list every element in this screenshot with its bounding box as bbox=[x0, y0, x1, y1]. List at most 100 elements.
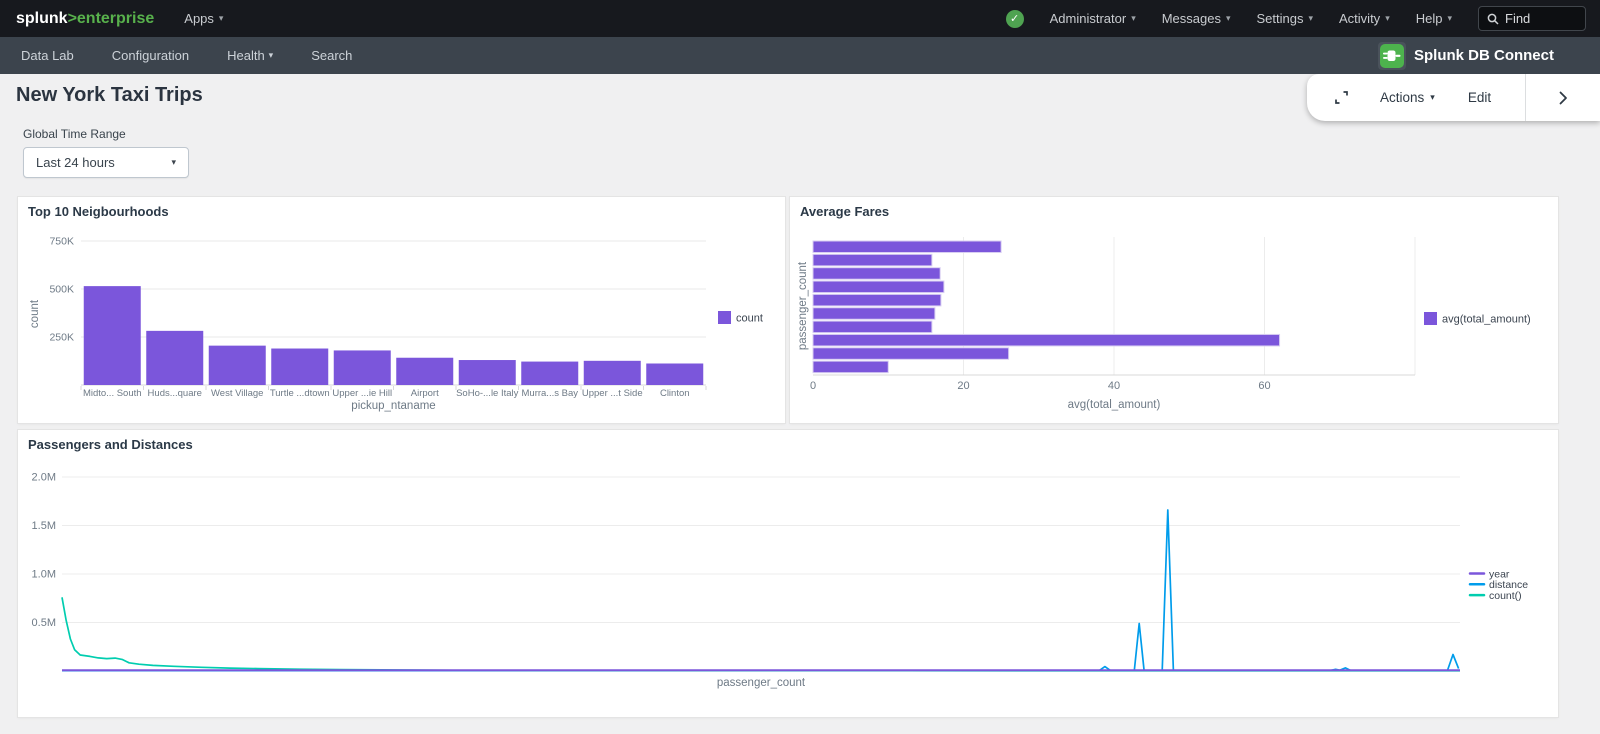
administrator-menu[interactable]: Administrator ▾ bbox=[1050, 11, 1136, 26]
topbar: splunk>enterprise Apps ▾ ✓ Administrator ▾… bbox=[0, 0, 1600, 37]
legend[interactable]: avg(total_amount) bbox=[1424, 312, 1531, 326]
bar bbox=[646, 363, 704, 385]
svg-text:0.5M: 0.5M bbox=[32, 617, 56, 629]
bar bbox=[458, 360, 516, 385]
svg-text:avg(total_amount): avg(total_amount) bbox=[1442, 314, 1531, 326]
bar bbox=[812, 347, 1010, 360]
bar bbox=[812, 333, 1281, 347]
expand-panel-button[interactable] bbox=[1526, 91, 1600, 105]
chevron-down-icon: ▾ bbox=[1225, 13, 1231, 23]
actions-button[interactable]: Actions ▾ bbox=[1380, 90, 1435, 105]
panel-top-neighbourhoods: Top 10 Neigbourhoods 250K 500K 750K Midto..… bbox=[18, 197, 785, 423]
db-connect-tile bbox=[1377, 41, 1406, 70]
bar bbox=[812, 320, 933, 334]
app-navbar: Data Lab Configuration Health ▾ Search Sp… bbox=[0, 37, 1600, 74]
bar bbox=[812, 267, 941, 280]
bar bbox=[812, 360, 889, 374]
svg-text:Upper ...ie Hill: Upper ...ie Hill bbox=[332, 388, 392, 399]
passengers-distances-line-chart[interactable]: 0.5M 1.0M 1.5M 2.0M passenger_count yeardista… bbox=[18, 430, 1558, 717]
svg-text:Huds...quare: Huds...quare bbox=[148, 388, 202, 399]
messages-menu[interactable]: Messages ▾ bbox=[1162, 11, 1231, 26]
svg-text:West Village: West Village bbox=[211, 388, 263, 399]
plug-icon bbox=[1379, 43, 1404, 68]
time-range-dropdown[interactable]: Last 24 hours ▾ bbox=[23, 147, 189, 178]
panel-title: Top 10 Neigbourhoods bbox=[28, 204, 169, 219]
time-range-value: Last 24 hours bbox=[36, 155, 115, 170]
chevron-down-icon: ▾ bbox=[268, 50, 274, 60]
apps-menu-label: Apps bbox=[184, 11, 214, 26]
nav-item-health[interactable]: Health ▾ bbox=[227, 48, 274, 63]
apps-menu[interactable]: Apps ▾ bbox=[184, 11, 223, 26]
logo-brand: splunk bbox=[16, 9, 68, 27]
svg-text:20: 20 bbox=[957, 380, 969, 392]
top-neighbourhoods-bar-chart[interactable]: 250K 500K 750K Midto... South Huds...quare We… bbox=[18, 197, 785, 423]
settings-menu[interactable]: Settings ▾ bbox=[1257, 11, 1314, 26]
nav-item-configuration[interactable]: Configuration bbox=[111, 48, 190, 63]
bar bbox=[333, 350, 391, 385]
panel-average-fares: Average Fares 0 20 40 60 avg(total_amount) pa… bbox=[790, 197, 1558, 423]
x-tick-labels: 0 20 40 60 bbox=[810, 380, 1271, 392]
svg-text:SoHo-...le Italy: SoHo-...le Italy bbox=[456, 388, 519, 399]
svg-text:count(): count() bbox=[1489, 590, 1522, 602]
chevron-down-icon: ▾ bbox=[218, 13, 224, 23]
chevron-down-icon: ▾ bbox=[1430, 92, 1435, 102]
svg-text:1.0M: 1.0M bbox=[32, 569, 56, 581]
bar bbox=[812, 240, 1002, 253]
svg-text:Airport: Airport bbox=[411, 388, 439, 399]
chevron-down-icon: ▾ bbox=[1385, 13, 1390, 23]
help-menu[interactable]: Help ▾ bbox=[1416, 11, 1452, 26]
chevron-right-icon bbox=[1559, 91, 1567, 104]
bar bbox=[271, 348, 329, 385]
messages-menu-label: Messages bbox=[1161, 11, 1221, 26]
dashboard-actions-card: Actions ▾ Edit bbox=[1307, 74, 1600, 121]
legend[interactable]: count bbox=[718, 311, 763, 325]
activity-menu[interactable]: Activity ▾ bbox=[1339, 11, 1390, 26]
x-category-labels: Midto... South Huds...quare West Village Tu… bbox=[83, 388, 690, 399]
svg-text:40: 40 bbox=[1108, 380, 1120, 392]
svg-text:passenger_count: passenger_count bbox=[717, 677, 806, 689]
edit-button[interactable]: Edit bbox=[1467, 90, 1492, 105]
svg-text:250K: 250K bbox=[49, 332, 74, 344]
page-title: New York Taxi Trips bbox=[16, 84, 203, 106]
global-time-range-label: Global Time Range bbox=[23, 127, 126, 141]
bars[interactable] bbox=[812, 240, 1281, 374]
chevron-down-icon: ▾ bbox=[1308, 13, 1314, 23]
app-badge[interactable]: Splunk DB Connect bbox=[1377, 41, 1554, 70]
svg-text:Clinton: Clinton bbox=[660, 388, 690, 399]
find-search-input[interactable]: Find bbox=[1478, 6, 1586, 31]
topbar-right: ✓ Administrator ▾ Messages ▾ Settings ▾ Act… bbox=[1005, 6, 1586, 31]
panel-title: Passengers and Distances bbox=[28, 437, 193, 452]
svg-text:Upper ...t Side: Upper ...t Side bbox=[582, 388, 643, 399]
expand-icon bbox=[1335, 91, 1348, 104]
svg-text:2.0M: 2.0M bbox=[32, 472, 56, 484]
y-gridlines: 250K 500K 750K bbox=[49, 236, 706, 344]
nav-item-data-lab[interactable]: Data Lab bbox=[21, 48, 74, 63]
administrator-menu-label: Administrator bbox=[1049, 11, 1127, 26]
nav-item-search[interactable]: Search bbox=[311, 48, 353, 63]
actions-button-label: Actions bbox=[1380, 90, 1425, 105]
bar bbox=[208, 345, 266, 385]
health-status-check-icon[interactable]: ✓ bbox=[1005, 9, 1024, 28]
bar bbox=[583, 360, 641, 385]
svg-text:750K: 750K bbox=[49, 236, 74, 248]
svg-text:year: year bbox=[1489, 568, 1510, 580]
series-count() bbox=[61, 597, 1460, 672]
settings-menu-label: Settings bbox=[1256, 11, 1304, 26]
logo-product: >enterprise bbox=[67, 9, 155, 27]
bar bbox=[83, 286, 141, 385]
bar bbox=[396, 357, 454, 385]
bar bbox=[521, 361, 579, 385]
fullscreen-button[interactable] bbox=[1333, 89, 1350, 106]
average-fares-bar-chart[interactable]: 0 20 40 60 avg(total_amount) passenger_count a… bbox=[790, 197, 1558, 423]
svg-text:avg(total_amount): avg(total_amount) bbox=[1068, 399, 1161, 411]
bars[interactable] bbox=[83, 286, 704, 385]
svg-text:count: count bbox=[736, 313, 763, 325]
svg-text:distance: distance bbox=[1489, 579, 1528, 591]
svg-text:1.5M: 1.5M bbox=[32, 520, 56, 532]
splunk-logo[interactable]: splunk>enterprise bbox=[16, 10, 154, 28]
svg-text:count: count bbox=[29, 299, 41, 328]
x-gridlines bbox=[963, 237, 1416, 375]
panel-passengers-distances: Passengers and Distances 0.5M 1.0M 1.5M 2.0… bbox=[18, 430, 1558, 717]
